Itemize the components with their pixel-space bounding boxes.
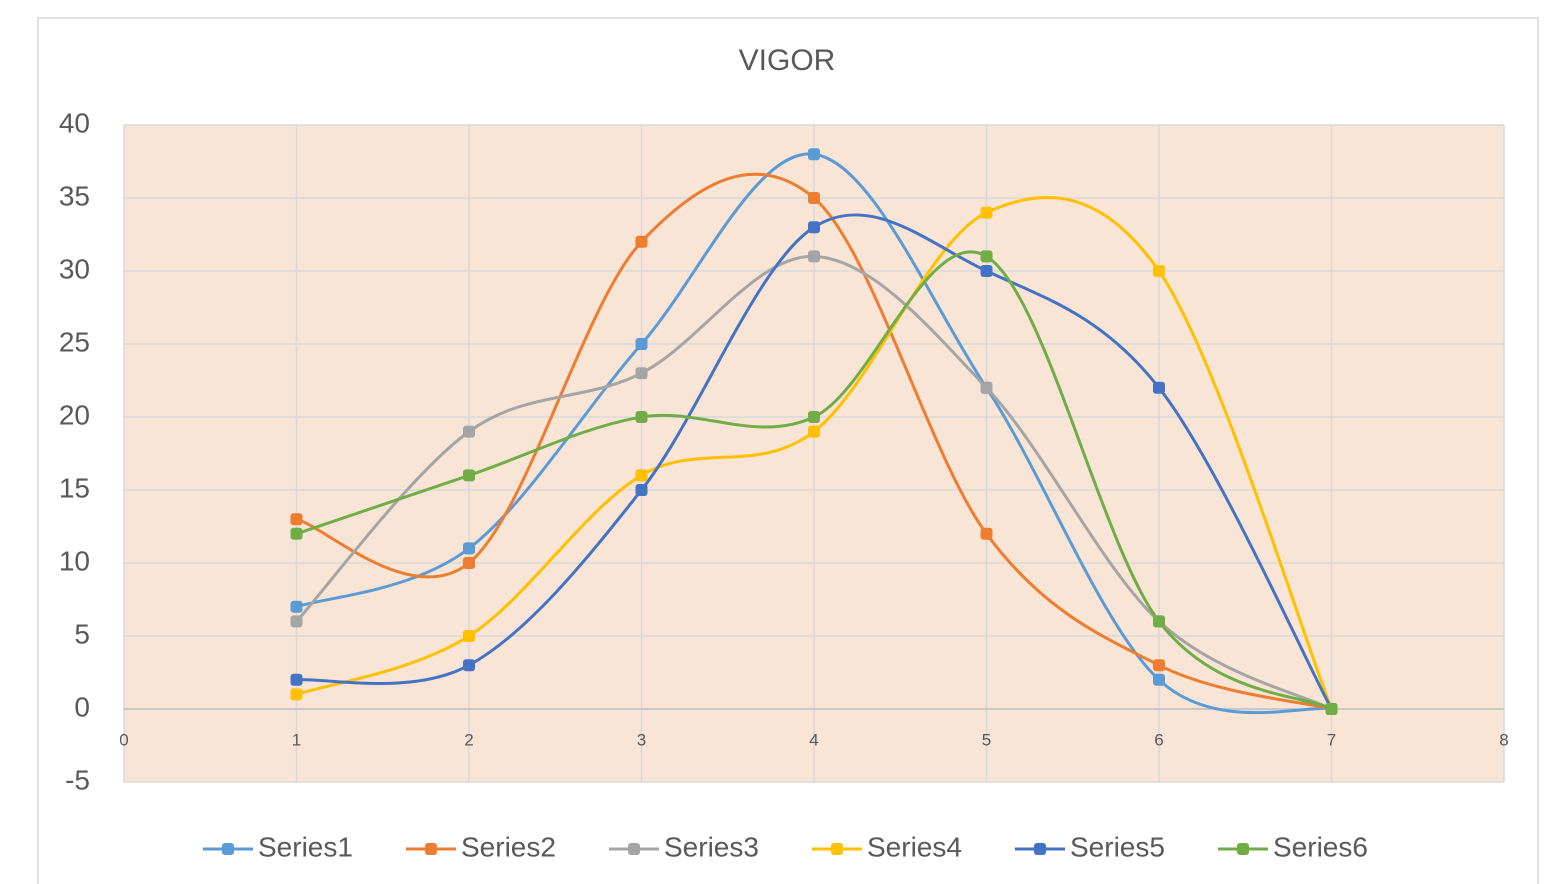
marker [808, 425, 820, 438]
marker [1153, 265, 1165, 277]
marker [463, 557, 475, 569]
marker [808, 411, 820, 423]
x-tick-label: 7 [1327, 730, 1336, 749]
marker [808, 250, 820, 263]
x-tick-label: 3 [637, 730, 646, 749]
marker [290, 527, 303, 540]
marker [1153, 673, 1165, 686]
marker [463, 659, 475, 672]
x-tick-label: 5 [982, 730, 991, 749]
legend-label: Series1 [258, 831, 353, 862]
marker [290, 600, 303, 613]
y-tick-label: 30 [59, 253, 90, 284]
x-tick-label: 8 [1499, 730, 1508, 749]
legend-marker [831, 843, 843, 855]
y-tick-label: -5 [65, 764, 90, 795]
y-tick-label: 40 [59, 107, 90, 138]
marker [635, 484, 648, 496]
marker [980, 250, 993, 263]
legend-marker [425, 843, 437, 855]
y-tick-label: 25 [59, 326, 90, 357]
marker [635, 338, 648, 350]
marker [808, 221, 820, 234]
marker [635, 411, 648, 423]
marker [463, 542, 475, 555]
x-tick-label: 6 [1154, 730, 1163, 749]
legend-label: Series6 [1273, 831, 1368, 862]
legend-marker [628, 843, 640, 855]
marker [635, 367, 648, 380]
x-tick-label: 0 [119, 730, 128, 749]
y-tick-label: 0 [74, 691, 90, 722]
legend-label: Series2 [461, 831, 556, 862]
y-tick-label: 5 [74, 618, 90, 649]
series-line [296, 195, 1333, 710]
marker [808, 192, 820, 204]
y-tick-label: 15 [59, 472, 90, 503]
marker [290, 688, 303, 701]
x-tick-label: 4 [809, 730, 818, 749]
marker [980, 381, 993, 394]
legend-label: Series5 [1070, 831, 1165, 862]
marker [1153, 381, 1165, 394]
y-tick-label: 10 [59, 545, 90, 576]
marker [290, 513, 303, 526]
marker [635, 469, 648, 482]
marker [290, 615, 303, 628]
legend-label: Series3 [664, 831, 759, 862]
marker [980, 265, 993, 277]
marker [463, 425, 475, 438]
marker [808, 148, 820, 161]
series-line [296, 152, 1332, 715]
chart-title: VIGOR [739, 44, 836, 77]
marker [1153, 615, 1165, 628]
legend-marker [1237, 843, 1249, 855]
x-tick-label: 1 [292, 730, 301, 749]
y-tick-label: 20 [59, 399, 90, 430]
marker [980, 527, 993, 540]
x-tick-label: 2 [464, 730, 473, 749]
y-tick-label: 35 [59, 180, 90, 211]
legend-marker [1034, 843, 1046, 855]
marker [1153, 659, 1165, 672]
marker [1325, 703, 1338, 715]
marker [463, 469, 475, 482]
marker [290, 673, 303, 686]
marker [635, 235, 648, 248]
legend-marker [222, 843, 234, 855]
marker [980, 206, 993, 219]
legend-label: Series4 [867, 831, 962, 862]
marker [463, 630, 475, 642]
